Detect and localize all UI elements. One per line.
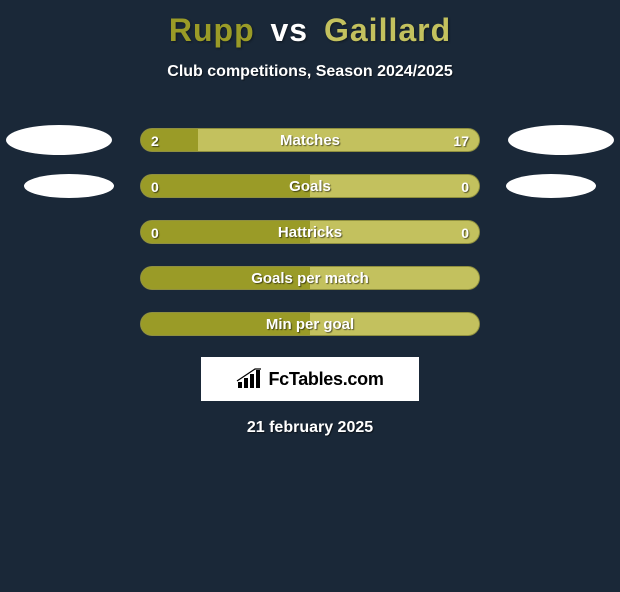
player1-avatar [6, 125, 112, 155]
player1-avatar [24, 174, 114, 198]
stat-bar-track: Goals per match [140, 266, 480, 290]
date-label: 21 february 2025 [0, 419, 620, 437]
barchart-icon [236, 368, 262, 390]
vs-label: vs [271, 12, 309, 48]
stat-bar-right [310, 313, 479, 335]
stat-bar-right [310, 175, 479, 197]
stat-bar-track: Matches217 [140, 128, 480, 152]
stat-bar-left [141, 175, 310, 197]
stat-row: Hattricks00 [0, 209, 620, 255]
stat-bar-left [141, 221, 310, 243]
logo-text: FcTables.com [268, 369, 383, 390]
subtitle: Club competitions, Season 2024/2025 [0, 63, 620, 81]
page-title: Rupp vs Gaillard [0, 12, 620, 49]
stat-rows: Matches217 Goals00 Hattricks00 Goals per ma… [0, 117, 620, 347]
stat-bar-left [141, 129, 198, 151]
stat-bar-right [310, 221, 479, 243]
player2-avatar [508, 125, 614, 155]
stat-bar-track: Goals00 [140, 174, 480, 198]
stat-bar-track: Min per goal [140, 312, 480, 336]
player1-name: Rupp [169, 12, 255, 48]
stat-row: Goals00 [0, 163, 620, 209]
stat-bar-left [141, 267, 310, 289]
stat-bar-right [310, 267, 479, 289]
stat-bar-right [198, 129, 479, 151]
player2-name: Gaillard [324, 12, 451, 48]
stat-row: Matches217 [0, 117, 620, 163]
stat-bar-track: Hattricks00 [140, 220, 480, 244]
stat-row: Min per goal [0, 301, 620, 347]
player2-avatar [506, 174, 596, 198]
stat-bar-left [141, 313, 310, 335]
logo-box: FcTables.com [201, 357, 419, 401]
stat-row: Goals per match [0, 255, 620, 301]
